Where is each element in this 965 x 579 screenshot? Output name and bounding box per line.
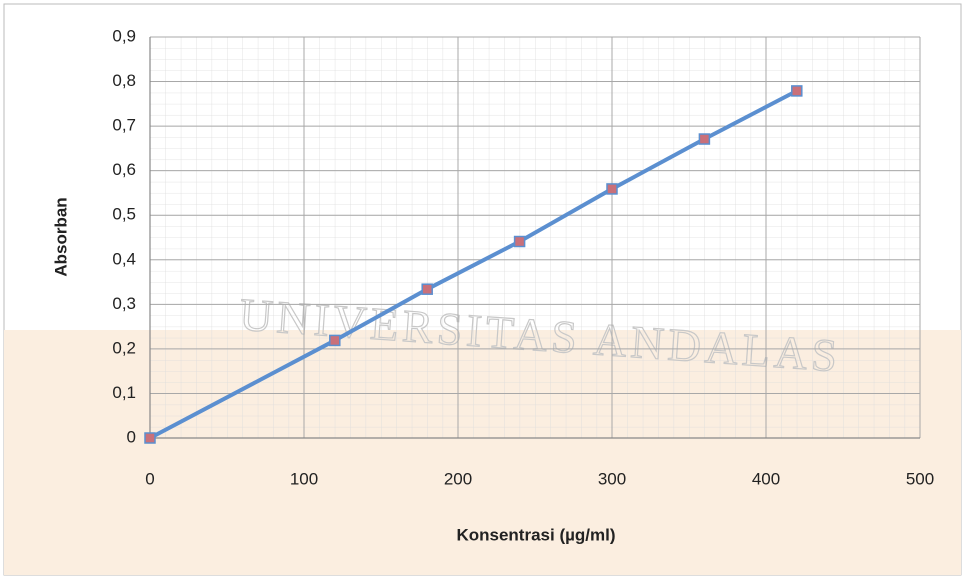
y-tick-label: 0,9 bbox=[112, 26, 136, 45]
x-tick-label: 300 bbox=[598, 469, 626, 488]
y-tick-label: 0,1 bbox=[112, 383, 136, 402]
y-tick-label: 0,6 bbox=[112, 160, 136, 179]
y-axis-title: Absorban bbox=[51, 197, 70, 276]
x-tick-label: 0 bbox=[145, 469, 154, 488]
data-point bbox=[699, 134, 709, 144]
data-point bbox=[515, 237, 525, 247]
y-tick-label: 0,2 bbox=[112, 338, 136, 357]
y-tick-label: 0,4 bbox=[112, 249, 136, 268]
chart: UNIVERSITAS ANDALAS Konsentrasi (µg/ml) … bbox=[0, 0, 965, 579]
x-tick-label: 400 bbox=[752, 469, 780, 488]
x-tick-label: 500 bbox=[906, 469, 934, 488]
x-axis-title: Konsentrasi (µg/ml) bbox=[456, 525, 615, 544]
data-point bbox=[145, 433, 155, 443]
y-tick-label: 0,5 bbox=[112, 205, 136, 224]
y-tick-label: 0,8 bbox=[112, 71, 136, 90]
data-point bbox=[330, 335, 340, 345]
x-tick-label: 200 bbox=[444, 469, 472, 488]
y-tick-label: 0,3 bbox=[112, 294, 136, 313]
y-tick-label: 0,7 bbox=[112, 116, 136, 135]
data-point bbox=[792, 86, 802, 96]
data-point bbox=[607, 184, 617, 194]
y-tick-label: 0 bbox=[127, 427, 136, 446]
data-point bbox=[422, 284, 432, 294]
x-tick-label: 100 bbox=[290, 469, 318, 488]
